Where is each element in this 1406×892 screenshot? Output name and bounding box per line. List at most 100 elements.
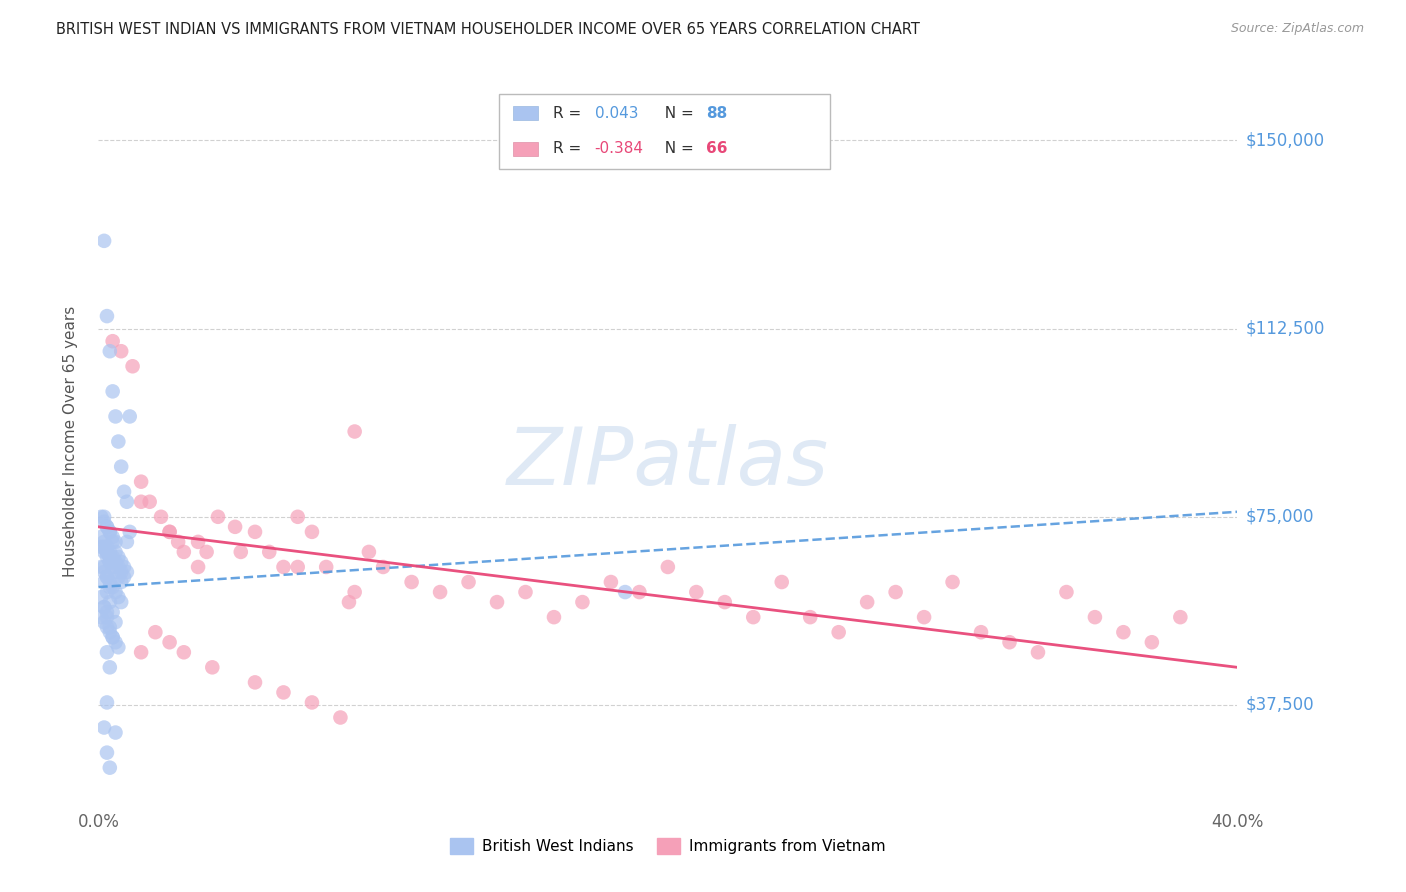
Point (195, 545, 218, 559)
Point (657, 560, 679, 574)
Text: R =: R = (553, 106, 586, 120)
Point (150, 509, 173, 524)
Point (101, 605, 124, 619)
Point (96, 540, 118, 554)
Text: $75,000: $75,000 (1246, 508, 1315, 525)
Point (101, 384, 124, 399)
Text: N =: N = (655, 142, 699, 156)
Point (110, 344, 132, 359)
Point (571, 595, 593, 609)
Point (104, 565, 127, 579)
Point (912, 610, 935, 624)
Point (98, 524, 121, 539)
Point (93, 534, 115, 549)
Point (96, 605, 118, 619)
Point (343, 425, 366, 439)
Point (93, 540, 115, 554)
Point (107, 549, 129, 564)
Point (90, 530, 112, 544)
Point (110, 555, 132, 569)
Point (98, 555, 121, 569)
Point (104, 585, 127, 599)
Point (110, 565, 132, 579)
Point (98, 344, 121, 359)
Text: N =: N = (655, 106, 699, 120)
Point (998, 635, 1021, 649)
Point (96, 585, 118, 599)
Point (101, 530, 124, 544)
Point (942, 574, 965, 589)
Point (112, 560, 135, 574)
Point (98, 545, 121, 559)
Point (101, 630, 124, 644)
Text: 88: 88 (706, 106, 727, 120)
Point (96, 570, 118, 584)
Point (118, 524, 141, 539)
Point (129, 645, 152, 659)
Point (112, 570, 135, 584)
Point (457, 574, 479, 589)
Point (107, 560, 129, 574)
Point (187, 534, 209, 549)
Point (343, 585, 366, 599)
Point (243, 675, 266, 690)
Point (93, 560, 115, 574)
Point (96, 545, 118, 559)
Point (685, 585, 707, 599)
Point (159, 524, 181, 539)
Point (714, 595, 737, 609)
Point (96, 309, 118, 323)
Point (515, 585, 537, 599)
Point (273, 560, 295, 574)
Text: R =: R = (553, 142, 586, 156)
Point (107, 590, 129, 604)
Point (129, 475, 152, 489)
Point (799, 610, 821, 624)
Point (104, 725, 127, 739)
Point (1084, 610, 1107, 624)
Point (770, 574, 793, 589)
Point (828, 625, 851, 640)
Text: $37,500: $37,500 (1246, 696, 1315, 714)
Point (357, 545, 380, 559)
Point (145, 625, 167, 640)
Point (110, 595, 132, 609)
Point (101, 534, 124, 549)
Text: 0.043: 0.043 (595, 106, 638, 120)
Point (104, 545, 127, 559)
Point (1170, 610, 1192, 624)
Point (107, 434, 129, 449)
Point (173, 545, 195, 559)
Legend: British West Indians, Immigrants from Vietnam: British West Indians, Immigrants from Vi… (444, 832, 891, 860)
Point (301, 696, 323, 710)
Point (96, 570, 118, 584)
Point (856, 595, 879, 609)
Point (429, 585, 451, 599)
Point (486, 595, 509, 609)
Point (98, 574, 121, 589)
Point (173, 645, 195, 659)
Point (187, 560, 209, 574)
Point (98, 549, 121, 564)
Point (101, 630, 124, 644)
Point (107, 640, 129, 655)
Point (96, 520, 118, 534)
Point (315, 560, 337, 574)
Point (1026, 645, 1049, 659)
Point (129, 494, 152, 508)
Point (98, 660, 121, 674)
Point (1140, 635, 1163, 649)
Point (93, 545, 115, 559)
Text: 66: 66 (706, 142, 727, 156)
Point (1112, 625, 1135, 640)
Point (93, 509, 115, 524)
Point (90, 590, 112, 604)
Point (101, 580, 124, 594)
Point (96, 545, 118, 559)
Point (110, 459, 132, 474)
Point (401, 574, 423, 589)
Point (93, 615, 115, 630)
Point (118, 409, 141, 424)
Point (167, 534, 190, 549)
Point (93, 600, 115, 615)
